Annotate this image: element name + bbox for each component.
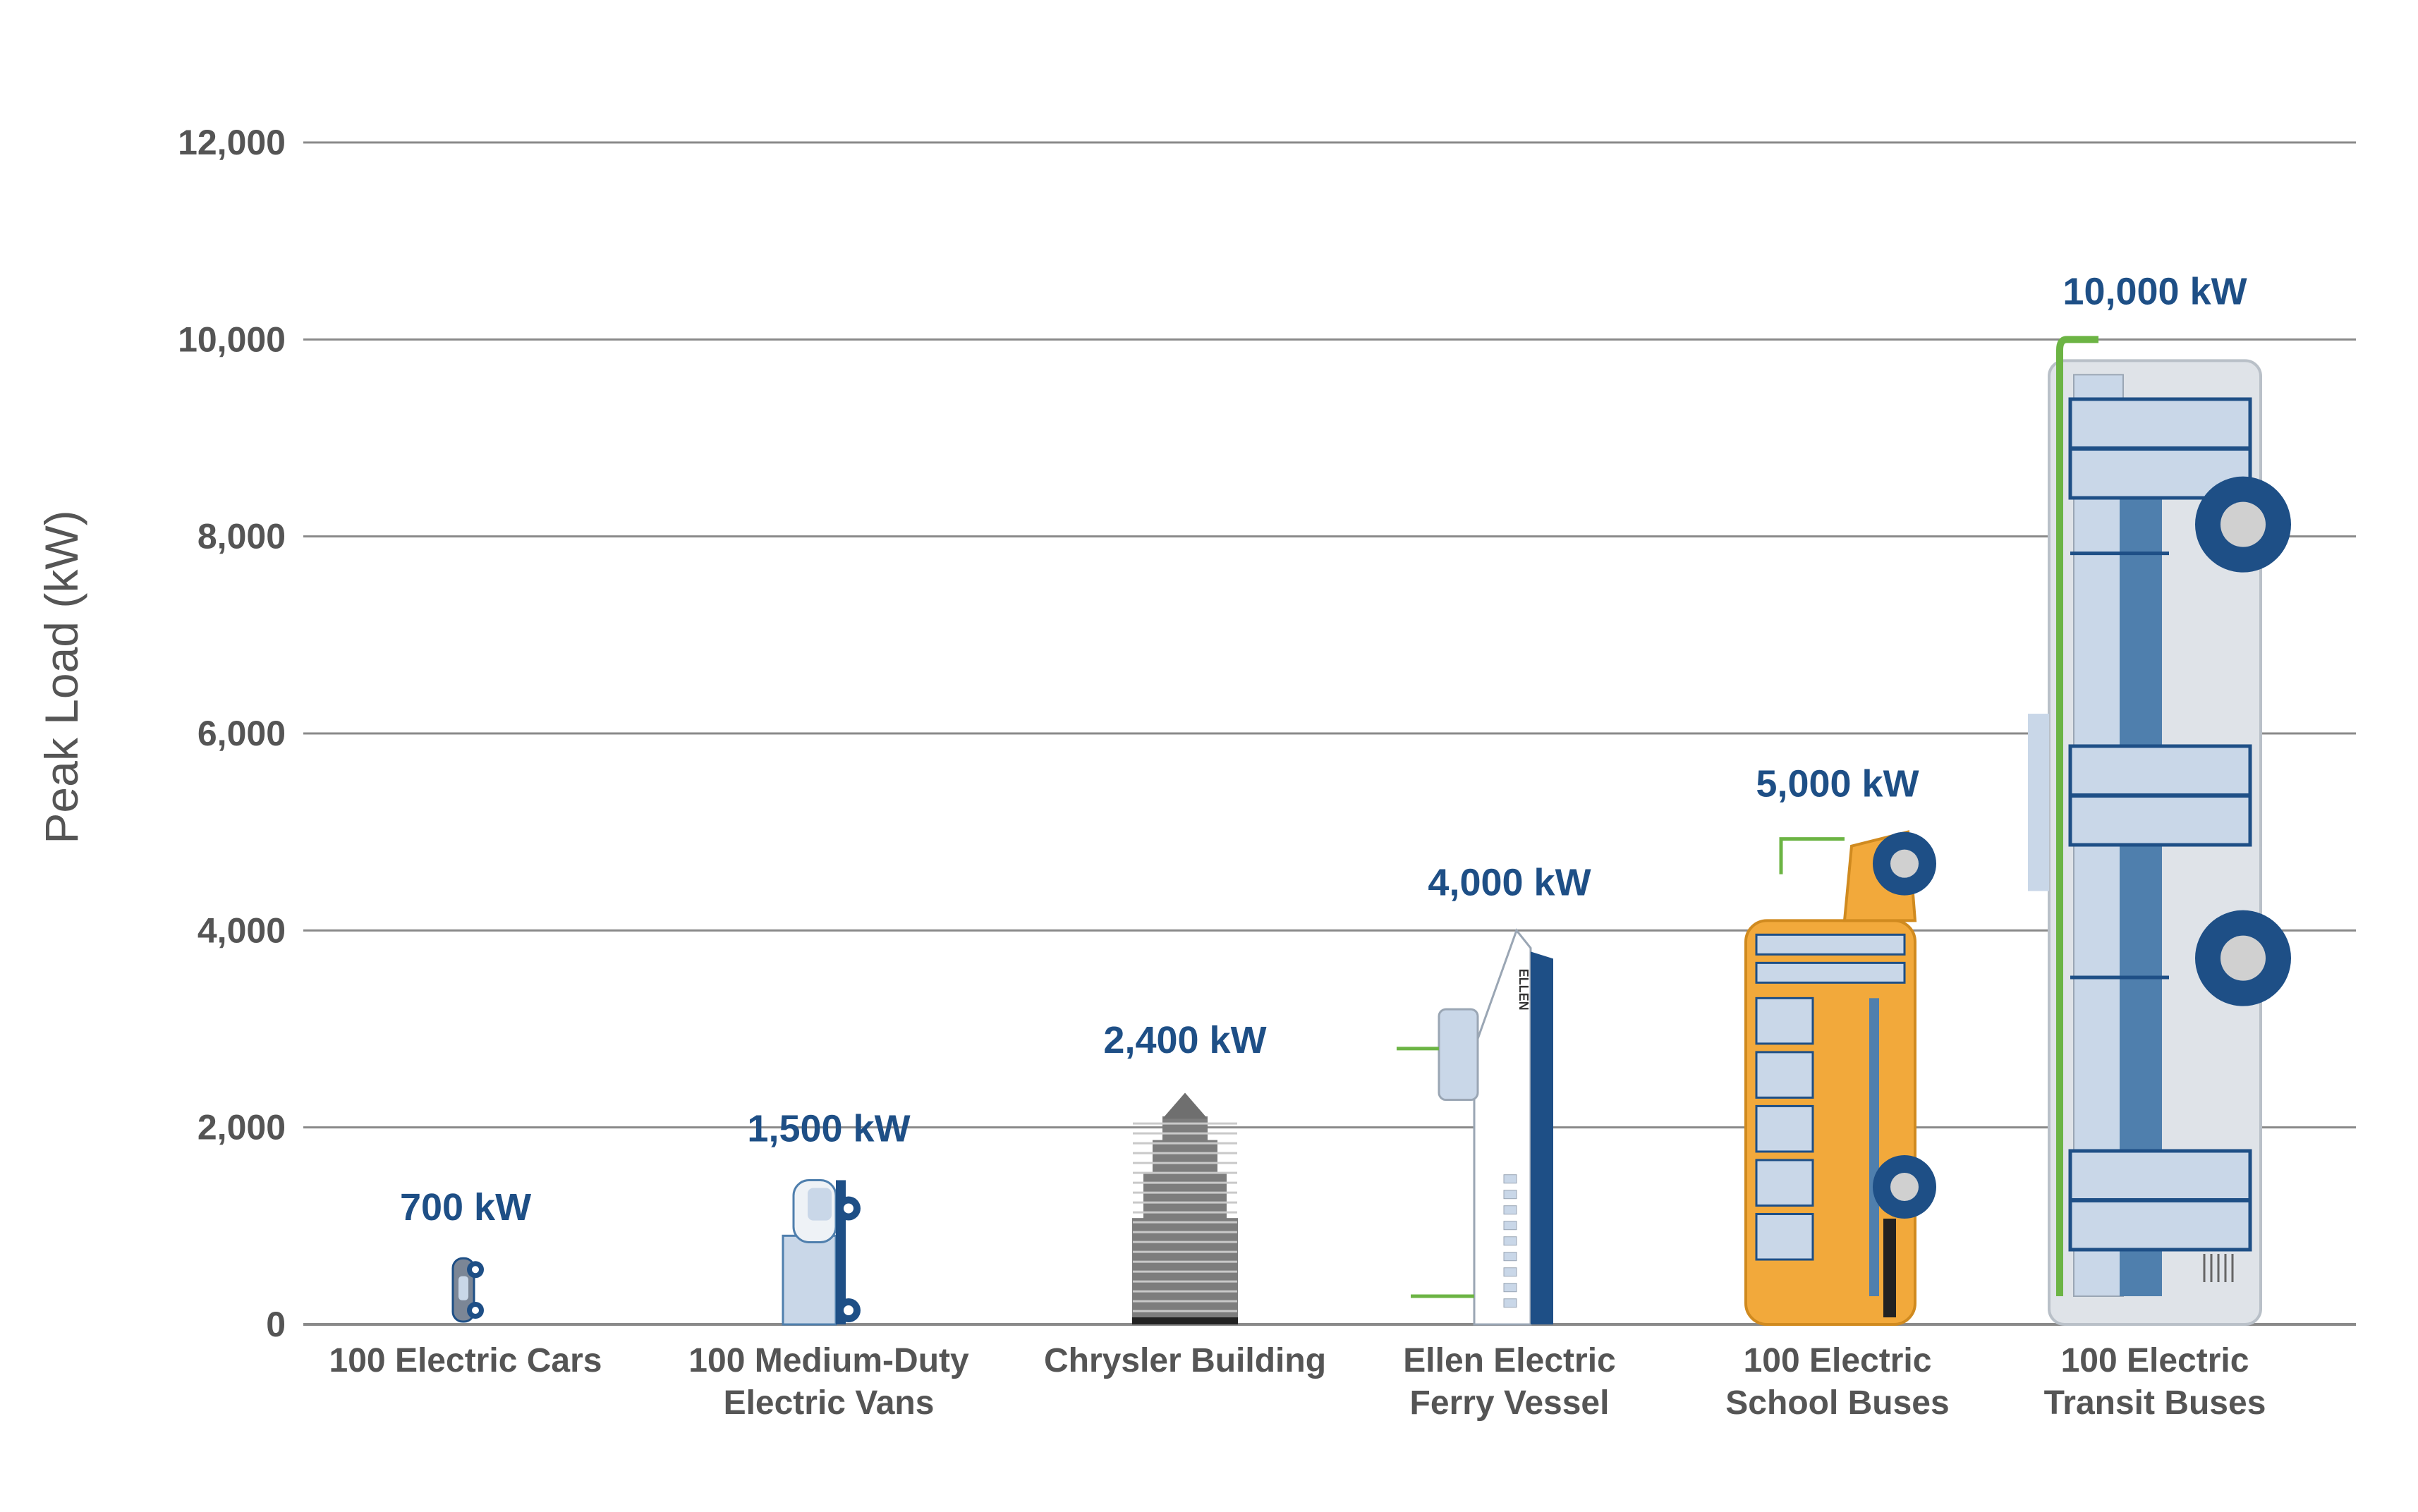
van-cargo — [782, 1234, 837, 1326]
ferry-window — [1503, 1190, 1517, 1200]
bar-value-label: 10,000 kW — [2062, 270, 2247, 312]
building-base — [1132, 1317, 1238, 1324]
car-hub — [472, 1266, 479, 1274]
y-tick-label: 2,000 — [198, 1108, 286, 1147]
category-line: Transit Buses — [2044, 1384, 2266, 1422]
bar-category-label: 100 Electric Cars — [329, 1342, 602, 1379]
car-hub — [472, 1307, 479, 1314]
ferry-bridge — [1438, 1008, 1479, 1102]
transit-bus-hub — [2220, 501, 2266, 547]
school-bus-window — [1755, 1051, 1814, 1099]
ferry-name: ELLEN — [1517, 969, 1531, 1011]
y-axis-ticks: 0 2,000 4,000 6,000 8,000 10,000 12,000 — [178, 123, 286, 1344]
y-tick-label: 0 — [266, 1305, 286, 1344]
y-tick-label: 10,000 — [178, 319, 286, 359]
bar-value-label: 1,500 kW — [747, 1108, 910, 1150]
ferry-stripe — [1531, 951, 1553, 1324]
ferry-window — [1503, 1174, 1517, 1184]
bar-value-label: 700 kW — [400, 1186, 531, 1228]
ferry-window — [1503, 1252, 1517, 1262]
school-bus-windshield — [1755, 961, 1906, 984]
bar-category-label: 100 Electric Transit Buses — [2044, 1342, 2266, 1422]
category-line: Electric Vans — [724, 1384, 935, 1422]
y-tick-label: 4,000 — [198, 910, 286, 950]
school-bus-hub — [1890, 849, 1919, 878]
electric-car-icon — [451, 1257, 484, 1323]
ferry-window — [1503, 1205, 1517, 1215]
y-tick-label: 8,000 — [198, 517, 286, 556]
ferry-window — [1503, 1283, 1517, 1293]
bar-labels: 700 kW 100 Electric Cars 1,500 kW 100 Mediu… — [329, 270, 2266, 1422]
bar-value-label: 2,400 kW — [1103, 1019, 1266, 1061]
bar-category-label: Ellen Electric Ferry Vessel — [1403, 1342, 1615, 1422]
electric-van-icon — [782, 1179, 861, 1326]
transit-bus-pantograph — [2056, 336, 2098, 1296]
school-bus-door — [1869, 998, 1879, 1296]
van-hub — [844, 1203, 853, 1214]
building-spire — [1162, 1092, 1208, 1119]
school-bus-windshield — [1755, 933, 1906, 956]
category-line: Ferry Vessel — [1410, 1384, 1610, 1422]
bar-category-label: 100 Electric School Buses — [1725, 1342, 1949, 1422]
category-line: 100 Electric — [2061, 1342, 2249, 1379]
bar-value-label: 4,000 kW — [1428, 861, 1591, 903]
gridlines — [303, 141, 2356, 1326]
school-bus-window — [1755, 1104, 1814, 1153]
category-line: 100 Electric — [1744, 1342, 1932, 1379]
van-window — [808, 1188, 832, 1221]
bar-value-label: 5,000 kW — [1756, 763, 1919, 805]
school-bus-icon — [1744, 830, 1936, 1327]
van-hub — [844, 1305, 853, 1315]
category-line: Chrysler Building — [1044, 1342, 1326, 1379]
category-line: 100 Electric Cars — [329, 1342, 602, 1379]
bar-icons: ELLEN — [451, 336, 2291, 1327]
school-bus-hub — [1890, 1173, 1919, 1201]
building-tier — [1162, 1116, 1208, 1324]
category-line: 100 Medium-Duty — [688, 1342, 969, 1379]
transit-bus-mirror — [2028, 714, 2049, 891]
car-window — [458, 1276, 468, 1300]
school-bus-bumper — [1883, 1219, 1896, 1317]
category-line: School Buses — [1725, 1384, 1949, 1422]
chrysler-building-icon — [1132, 1092, 1238, 1324]
y-axis-label: Peak Load (kW) — [35, 510, 87, 843]
school-bus-window — [1755, 1159, 1814, 1207]
ferry-window — [1503, 1298, 1517, 1308]
ferry-vessel-icon: ELLEN — [1397, 928, 1553, 1326]
category-line: Ellen Electric — [1403, 1342, 1615, 1379]
school-bus-window — [1755, 996, 1814, 1045]
ferry-window — [1503, 1221, 1517, 1231]
y-tick-label: 12,000 — [178, 123, 286, 162]
ferry-window — [1503, 1267, 1517, 1277]
bar-category-label: 100 Medium-Duty Electric Vans — [688, 1342, 969, 1422]
ferry-window — [1503, 1236, 1517, 1246]
bar-category-label: Chrysler Building — [1044, 1342, 1326, 1379]
school-bus-window — [1755, 1212, 1814, 1261]
transit-bus-icon — [2028, 336, 2291, 1326]
transit-bus-hub — [2220, 935, 2266, 981]
school-bus-mirror — [1779, 837, 1845, 874]
y-tick-label: 6,000 — [198, 714, 286, 753]
